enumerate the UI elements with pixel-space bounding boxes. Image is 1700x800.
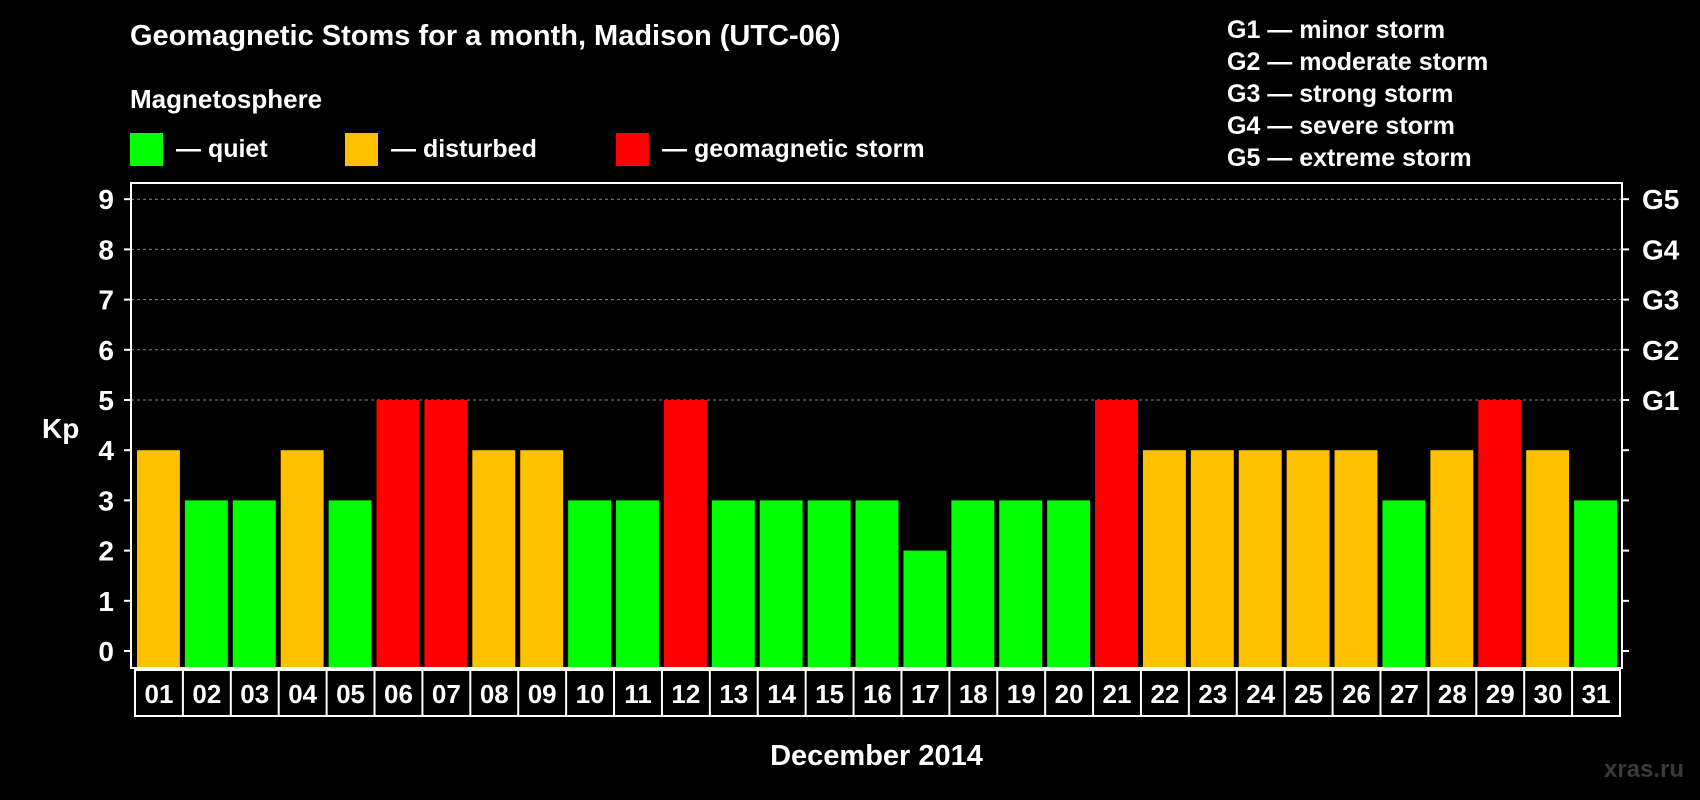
disturbed-swatch: [345, 133, 378, 166]
storm-swatch: [616, 133, 649, 166]
x-tick-label-25: 25: [1294, 679, 1323, 709]
bar-24: [1238, 450, 1282, 667]
right-axis-label-g2: G2: [1642, 335, 1679, 366]
right-axis-label-g4: G4: [1642, 234, 1680, 265]
x-tick-label-03: 03: [240, 679, 269, 709]
right-axis-label-g5: G5: [1642, 184, 1679, 215]
x-tick-label-26: 26: [1342, 679, 1371, 709]
plot-frame: [130, 182, 1623, 669]
bar-31: [1574, 500, 1617, 667]
x-tick-label-07: 07: [432, 679, 461, 709]
bar-02: [184, 500, 228, 667]
x-tick-label-10: 10: [576, 679, 605, 709]
bar-17: [903, 550, 947, 667]
x-tick-label-20: 20: [1055, 679, 1084, 709]
x-tick-label-08: 08: [480, 679, 509, 709]
legend-quiet-label: — quiet: [176, 135, 268, 163]
x-tick-label-31: 31: [1582, 679, 1611, 709]
x-tick-label-19: 19: [1007, 679, 1036, 709]
x-tick-label-09: 09: [528, 679, 557, 709]
x-tick-label-13: 13: [719, 679, 748, 709]
right-axis-label-g1: G1: [1642, 385, 1679, 416]
y-tick-label: 4: [98, 435, 114, 466]
x-tick-label-12: 12: [671, 679, 700, 709]
bar-22: [1142, 450, 1186, 667]
legend-disturbed-label: — disturbed: [391, 135, 537, 163]
y-tick-label: 6: [98, 335, 114, 366]
bar-28: [1430, 450, 1474, 667]
bar-21: [1095, 400, 1138, 667]
x-tick-label-16: 16: [863, 679, 892, 709]
bar-11: [616, 500, 659, 667]
bar-08: [472, 450, 516, 667]
bar-30: [1526, 450, 1570, 667]
quiet-swatch: [130, 133, 163, 166]
x-tick-label-05: 05: [336, 679, 365, 709]
bar-29: [1478, 400, 1522, 667]
x-tick-label-02: 02: [192, 679, 221, 709]
x-tick-label-18: 18: [959, 679, 988, 709]
bar-10: [568, 500, 612, 667]
bar-13: [711, 500, 755, 667]
x-tick-label-06: 06: [384, 679, 413, 709]
y-tick-label: 0: [98, 636, 114, 667]
bar-23: [1190, 450, 1234, 667]
x-tick-label-23: 23: [1198, 679, 1227, 709]
y-tick-label: 3: [98, 485, 114, 516]
chart-title: Geomagnetic Stoms for a month, Madison (…: [130, 20, 841, 52]
x-tick-label-22: 22: [1150, 679, 1179, 709]
y-tick-label: 1: [98, 586, 114, 617]
x-tick-label-21: 21: [1103, 679, 1132, 709]
legend-storm-label: — geomagnetic storm: [662, 135, 925, 163]
x-tick-label-29: 29: [1486, 679, 1515, 709]
bar-03: [232, 500, 276, 667]
bar-19: [999, 500, 1043, 667]
bar-15: [807, 500, 851, 667]
x-axis-label: December 2014: [770, 740, 983, 772]
bar-18: [951, 500, 995, 667]
bar-27: [1382, 500, 1426, 667]
g3-legend-item: G3 — strong storm: [1227, 80, 1454, 108]
g-scale-legend: G1 — minor storm G2 — moderate storm G3 …: [1227, 14, 1488, 174]
bar-25: [1286, 450, 1330, 667]
bar-04: [280, 450, 324, 667]
bar-01: [137, 450, 180, 667]
x-tick-label-17: 17: [911, 679, 940, 709]
x-tick-label-14: 14: [767, 679, 796, 709]
bar-06: [376, 400, 420, 667]
g4-legend-item: G4 — severe storm: [1227, 112, 1455, 140]
bar-14: [759, 500, 803, 667]
bar-20: [1047, 500, 1091, 667]
x-tick-label-28: 28: [1438, 679, 1467, 709]
x-label-box: [134, 669, 1621, 717]
bar-05: [328, 500, 372, 667]
y-tick-label: 9: [98, 184, 114, 215]
x-tick-label-27: 27: [1390, 679, 1419, 709]
y-tick-label: 7: [98, 285, 114, 316]
x-tick-label-04: 04: [288, 679, 317, 709]
bar-26: [1334, 450, 1378, 667]
bar-16: [855, 500, 899, 667]
y-tick-label: 2: [98, 536, 114, 567]
y-tick-label: 5: [98, 385, 114, 416]
bar-12: [663, 400, 707, 667]
x-tick-label-24: 24: [1246, 679, 1275, 709]
bar-09: [520, 450, 564, 667]
y-tick-label: 8: [98, 234, 114, 265]
x-tick-label-15: 15: [815, 679, 844, 709]
g5-legend-item: G5 — extreme storm: [1227, 144, 1472, 172]
y-axis-label: Kp: [42, 413, 79, 444]
g2-legend-item: G2 — moderate storm: [1227, 48, 1489, 76]
magnetosphere-title: Magnetosphere: [130, 84, 323, 114]
bar-07: [424, 400, 468, 667]
x-tick-label-01: 01: [144, 679, 173, 709]
right-axis-label-g3: G3: [1642, 285, 1679, 316]
watermark: xras.ru: [1603, 756, 1684, 783]
x-tick-label-30: 30: [1534, 679, 1563, 709]
g1-legend-item: G1 — minor storm: [1227, 16, 1446, 44]
x-tick-label-11: 11: [624, 679, 652, 709]
